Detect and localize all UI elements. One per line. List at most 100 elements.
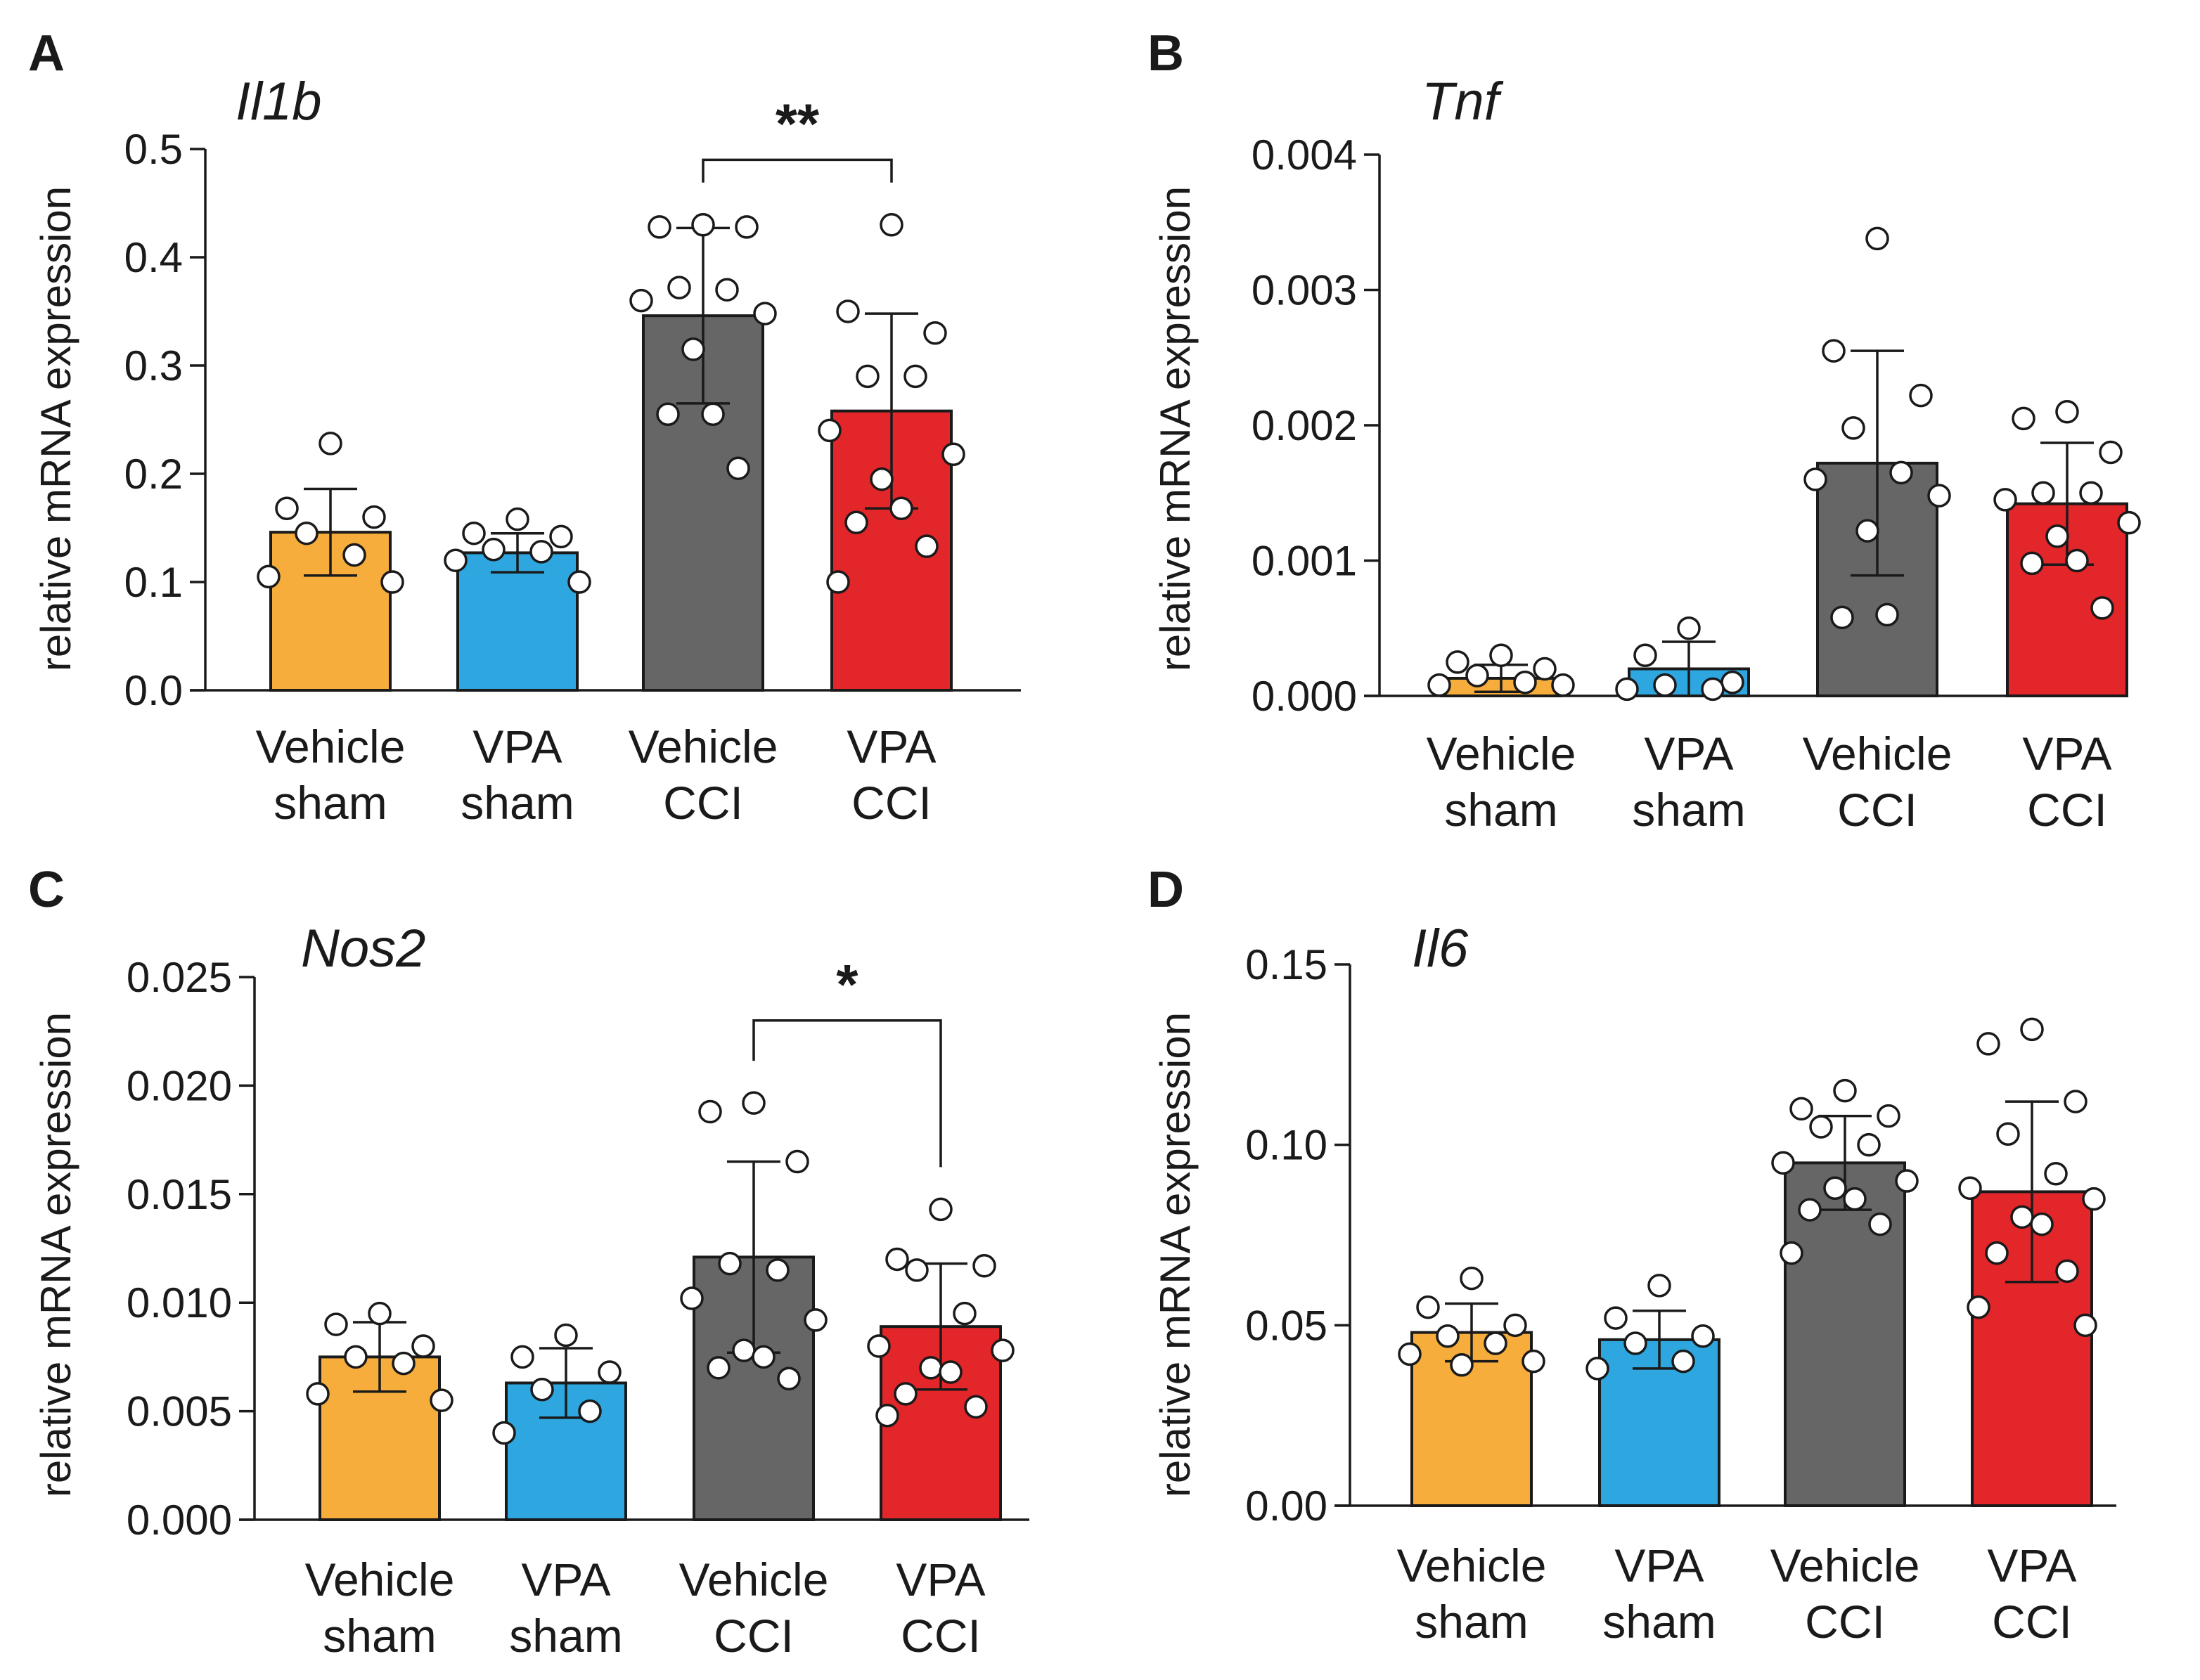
data-point	[870, 467, 894, 491]
y-tick-label: 0.10	[1245, 1122, 1327, 1169]
data-point	[2099, 440, 2123, 465]
category-label-sub: CCI	[901, 1610, 981, 1662]
data-point	[941, 442, 965, 467]
data-point	[785, 1149, 809, 1174]
data-point	[1720, 671, 1744, 694]
data-point	[2073, 1313, 2097, 1338]
data-point	[1677, 616, 1701, 640]
data-point	[1503, 1313, 1527, 1338]
data-point	[836, 299, 860, 323]
data-point	[1895, 1169, 1919, 1193]
panel-letter: B	[1147, 25, 1184, 82]
panel-d: D Il6 relative mRNA expression 0.00 0.05 0.10…	[1147, 862, 2116, 1648]
significance-label: *	[836, 953, 858, 1016]
data-point	[1623, 1331, 1647, 1355]
y-tick-label: 0.0	[124, 667, 183, 714]
data-point	[1803, 467, 1827, 491]
data-point	[991, 1338, 1015, 1362]
category-label: Vehicle	[305, 1553, 455, 1605]
data-point	[1398, 1342, 1422, 1366]
data-point	[1446, 650, 1469, 674]
y-tick-label: 0.025	[127, 954, 232, 1001]
data-point	[1604, 1306, 1628, 1330]
data-point	[1976, 1032, 2000, 1056]
y-tick-label: 0.000	[127, 1497, 232, 1544]
data-point	[444, 548, 468, 572]
category-label-sub: CCI	[851, 777, 932, 829]
data-point	[1450, 1353, 1474, 1377]
category-label: Vehicle	[256, 721, 406, 773]
data-point	[818, 418, 842, 443]
y-tick-label: 0.000	[1252, 673, 1357, 720]
category-label: VPA	[521, 1553, 610, 1605]
data-point	[2020, 551, 2044, 576]
data-point	[344, 1345, 368, 1369]
data-point	[1647, 1274, 1671, 1298]
chart-title: Tnf	[1422, 72, 1504, 131]
data-point	[530, 1377, 554, 1402]
data-point	[306, 1382, 330, 1406]
data-point	[430, 1388, 453, 1412]
data-point	[629, 288, 653, 313]
data-point	[1823, 1176, 1847, 1201]
data-point	[1855, 519, 1879, 543]
data-point	[506, 507, 529, 531]
data-point	[549, 524, 573, 549]
data-point	[1780, 1241, 1803, 1265]
category-label-sub: CCI	[663, 777, 743, 829]
category-label: VPA	[1644, 728, 1733, 780]
y-tick-label: 0.2	[124, 451, 183, 498]
data-point	[1533, 657, 1557, 681]
data-point	[753, 302, 777, 325]
data-point	[2090, 596, 2114, 620]
data-point	[2055, 1259, 2079, 1284]
y-tick-label: 0.010	[127, 1279, 232, 1326]
data-point	[777, 1366, 801, 1391]
data-point	[1857, 1132, 1881, 1157]
category-label: Vehicle	[1770, 1539, 1920, 1591]
category-label-sub: sham	[1444, 784, 1557, 836]
data-point	[867, 1334, 891, 1358]
panel-letter: A	[28, 25, 65, 82]
data-point	[2079, 481, 2103, 505]
data-point	[953, 1301, 977, 1326]
y-axis-label: relative mRNA expression	[32, 186, 79, 671]
category-label: VPA	[1987, 1539, 2076, 1591]
data-point	[1927, 484, 1951, 508]
category-label-sub: sham	[509, 1610, 622, 1662]
data-point	[2012, 406, 2035, 431]
significance-label: **	[776, 92, 820, 155]
category-label: Vehicle	[1427, 728, 1576, 780]
data-point	[1865, 226, 1889, 251]
data-point	[939, 1360, 963, 1384]
data-point	[2031, 481, 2055, 505]
data-point	[362, 505, 386, 529]
data-point	[1889, 460, 1913, 485]
y-tick-label: 0.1	[124, 559, 183, 606]
data-point	[972, 1253, 996, 1278]
data-point	[1585, 1357, 1609, 1381]
y-tick-label: 0.004	[1252, 131, 1357, 179]
data-point	[1877, 1104, 1900, 1128]
y-tick-label: 0.015	[127, 1171, 232, 1218]
data-point	[735, 215, 759, 239]
data-point	[648, 215, 671, 239]
data-point	[1551, 673, 1575, 697]
data-point	[732, 1338, 756, 1362]
data-point	[698, 1099, 722, 1124]
data-point	[1967, 1295, 1990, 1319]
data-point	[2020, 1017, 2044, 1042]
data-point	[885, 1247, 909, 1272]
y-tick-label: 0.001	[1252, 538, 1357, 585]
chart-title: Il6	[1412, 919, 1469, 978]
data-point	[894, 1382, 918, 1406]
y-tick-label: 0.4	[124, 234, 183, 281]
data-point	[691, 213, 715, 237]
panel-b: B Tnf relative mRNA expression 0.000 0.001 0.…	[1147, 25, 2141, 836]
data-point	[766, 1258, 790, 1282]
category-label-sub: sham	[1415, 1596, 1528, 1648]
data-point	[1789, 1097, 1813, 1121]
data-point	[598, 1360, 622, 1384]
data-point	[1771, 1151, 1795, 1175]
data-point	[342, 543, 366, 567]
